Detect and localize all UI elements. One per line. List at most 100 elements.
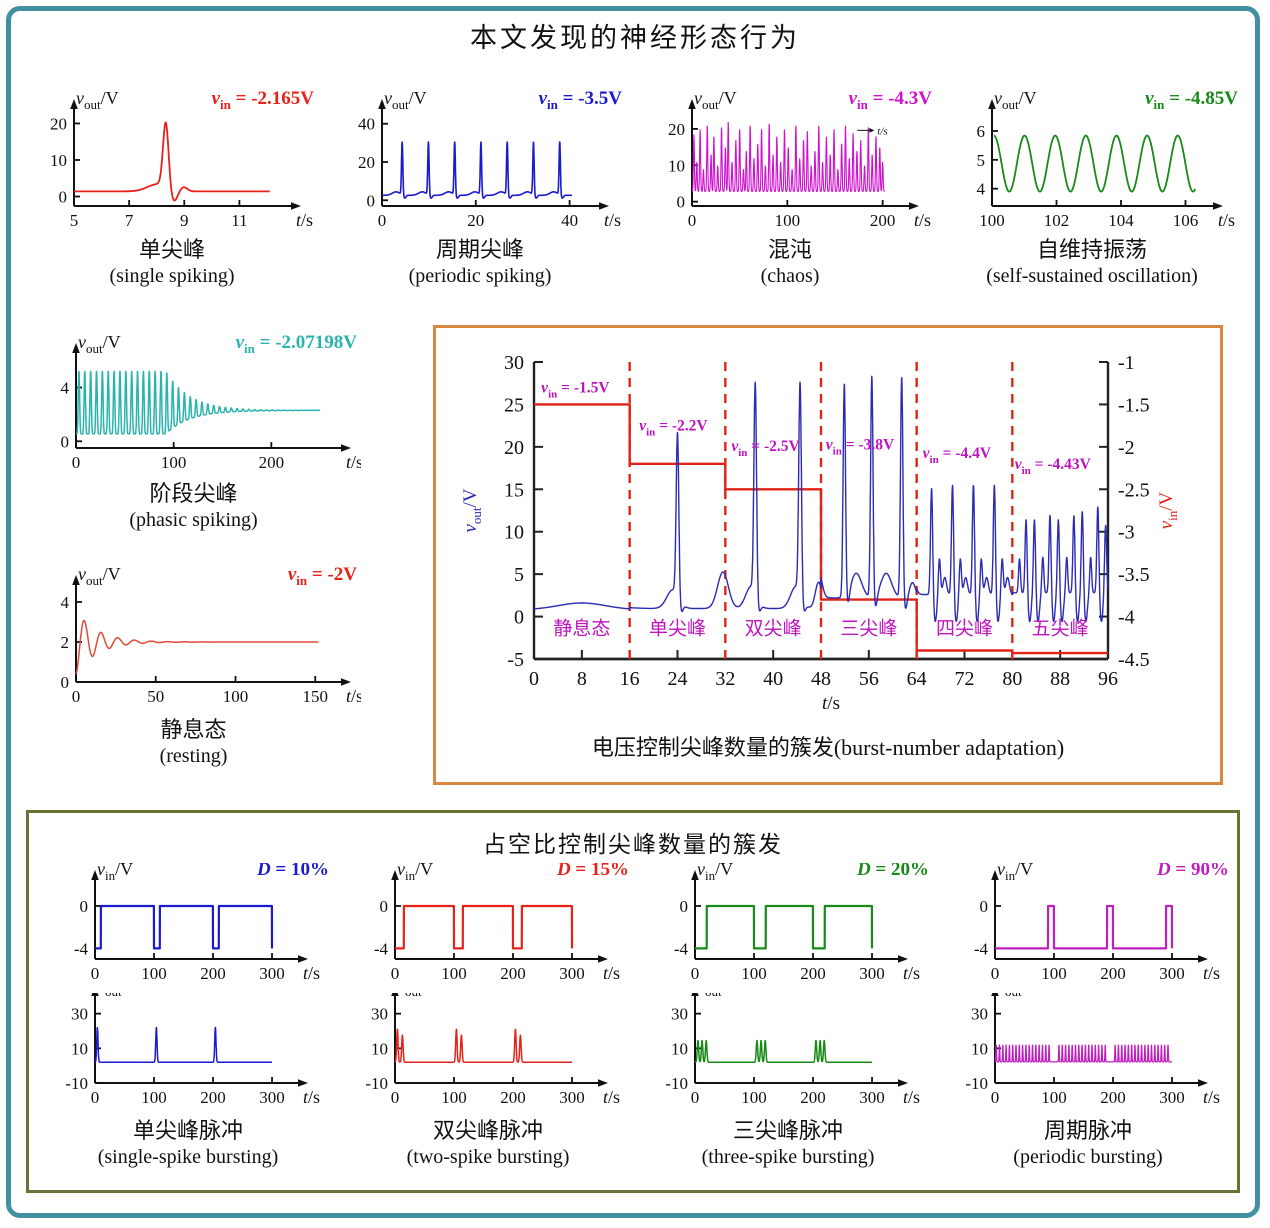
x-axis-label: t/s — [914, 210, 931, 230]
caption-en: (chaos) — [760, 265, 820, 287]
svg-text:200: 200 — [870, 211, 896, 230]
svg-text:-4: -4 — [974, 939, 989, 958]
svg-text:-4: -4 — [374, 939, 389, 958]
series-group — [75, 370, 321, 435]
axis-arrow — [1213, 202, 1223, 210]
duty-title: 占空比控制尖峰数量的簇发 — [483, 831, 783, 857]
series-group — [75, 619, 319, 675]
caption-phasic-spiking: 阶段尖峰 (phasic spiking) — [26, 480, 361, 534]
series-group — [994, 1044, 1173, 1063]
chart-self-sustained-oscillation: 100 102 104 106 4 5 6 t/s vout/V vin = -4.85V — [942, 80, 1242, 232]
svg-text:40: 40 — [358, 115, 375, 134]
region-label: 静息态 — [553, 617, 610, 639]
caption-duty3: 三尖峰脉冲 (three-spike bursting) — [643, 1117, 933, 1171]
svg-text:-4: -4 — [674, 939, 689, 958]
vin-segment-annotation: vin = -4.4V — [923, 445, 992, 466]
chaos-svg: 0 100 200 0 10 20 t/s vout/V vin = -4.3V t/s — [668, 88, 932, 230]
caption-duty4: 周期脉冲 (periodic bursting) — [943, 1117, 1233, 1171]
svg-text:0: 0 — [367, 191, 376, 210]
series-group — [994, 904, 1174, 950]
svg-text:0: 0 — [991, 1088, 1000, 1107]
x-axis-label: t/s — [1203, 1087, 1220, 1107]
axis-arrow — [298, 955, 308, 963]
chart-duty3-vin: 0 100 200 300 0 -4 t/s vin/V D = 20% — [643, 863, 933, 991]
x-axis-label: t/s — [603, 963, 620, 983]
svg-text:10: 10 — [504, 522, 524, 544]
chart-duty2-vout: 0 100 200 300 30 10 -10 t/s vout/V — [343, 993, 633, 1113]
vin-segment-annotation: vin = -1.5V — [541, 380, 610, 401]
burst-box: 30 25 20 15 10 5 0 -5 -1 -1.5 -2 -2.5 -3 -3.5 -4 -4.5 0 8… — [433, 325, 1223, 785]
axis-arrow — [298, 1079, 308, 1087]
svg-text:10: 10 — [371, 1039, 388, 1058]
x-axis-label: t/s — [604, 210, 621, 230]
caption-cn: 静息态 — [160, 717, 227, 742]
caption-cn: 周期脉冲 — [1043, 1118, 1132, 1143]
input-value-annotation: vin = -2.07198V — [236, 332, 358, 356]
svg-text:0: 0 — [61, 673, 70, 692]
waveform-series — [381, 141, 573, 199]
svg-text:96: 96 — [1098, 668, 1118, 690]
y-axis-label: vout/V — [78, 564, 121, 588]
series-group — [394, 1028, 573, 1063]
svg-text:104: 104 — [1108, 211, 1134, 230]
caption-cn: 混沌 — [767, 237, 812, 262]
svg-text:16: 16 — [620, 668, 640, 690]
chart-duty1-vin: 0 100 200 300 0 -4 t/s vin/V D = 10% — [43, 863, 333, 991]
svg-text:10: 10 — [668, 156, 685, 175]
svg-text:300: 300 — [259, 964, 285, 983]
mini-arrow — [869, 127, 875, 133]
caption-cn: 单尖峰脉冲 — [132, 1118, 243, 1143]
svg-text:106: 106 — [1173, 211, 1199, 230]
svg-text:10: 10 — [971, 1039, 988, 1058]
svg-text:72: 72 — [955, 668, 975, 690]
chart-duty4-vout: 0 100 200 300 30 10 -10 t/s vout/V — [943, 993, 1233, 1113]
svg-text:7: 7 — [125, 211, 134, 230]
axes: 0 100 200 300 30 10 -10 — [365, 993, 608, 1107]
waveform-series — [694, 1039, 873, 1063]
waveform-series — [994, 1044, 1173, 1063]
series-group — [381, 141, 573, 199]
svg-text:-4: -4 — [74, 939, 89, 958]
x-axis-label: t/s — [903, 1087, 920, 1107]
axis-arrow — [991, 870, 999, 880]
duty3-vout-svg: 0 100 200 300 30 10 -10 t/s vout/V — [665, 993, 920, 1107]
svg-text:50: 50 — [147, 687, 164, 706]
svg-text:20: 20 — [50, 114, 67, 133]
svg-text:-1.5: -1.5 — [1118, 394, 1150, 416]
series-group — [94, 1026, 273, 1063]
svg-text:11: 11 — [231, 211, 247, 230]
svg-text:-10: -10 — [365, 1074, 388, 1093]
axis-arrow — [1198, 955, 1208, 963]
svg-text:-2.5: -2.5 — [1118, 479, 1150, 501]
duty-box: 占空比控制尖峰数量的簇发 0 100 200 300 0 -4 t/s vin/V D = 10… — [26, 810, 1240, 1193]
svg-text:15: 15 — [504, 479, 524, 501]
vin-step-series — [534, 403, 1108, 655]
series-group — [533, 375, 1109, 655]
svg-text:100: 100 — [1041, 1088, 1067, 1107]
x-axis-label: t/s — [1218, 210, 1235, 230]
region-label: 单尖峰 — [649, 617, 706, 639]
axis-arrow — [898, 1079, 908, 1087]
svg-text:0: 0 — [61, 432, 70, 451]
svg-text:100: 100 — [141, 1088, 167, 1107]
svg-text:-5: -5 — [507, 649, 524, 671]
svg-text:100: 100 — [223, 687, 249, 706]
svg-text:0: 0 — [72, 453, 81, 472]
waveform-series — [394, 904, 574, 950]
svg-text:100: 100 — [441, 1088, 467, 1107]
svg-text:80: 80 — [1002, 668, 1022, 690]
svg-text:0: 0 — [529, 668, 539, 690]
svg-text:-2: -2 — [1118, 437, 1135, 459]
svg-text:0: 0 — [378, 211, 387, 230]
svg-text:200: 200 — [800, 1088, 826, 1107]
caption-duty2: 双尖峰脉冲 (two-spike bursting) — [343, 1117, 633, 1171]
caption-chaos: 混沌 (chaos) — [644, 236, 936, 290]
svg-text:40: 40 — [763, 668, 783, 690]
svg-text:4: 4 — [61, 593, 70, 612]
vin-segment-annotation: vin = -3.8V — [826, 436, 895, 457]
caption-cn: 双尖峰脉冲 — [432, 1118, 543, 1143]
svg-text:300: 300 — [259, 1088, 285, 1107]
